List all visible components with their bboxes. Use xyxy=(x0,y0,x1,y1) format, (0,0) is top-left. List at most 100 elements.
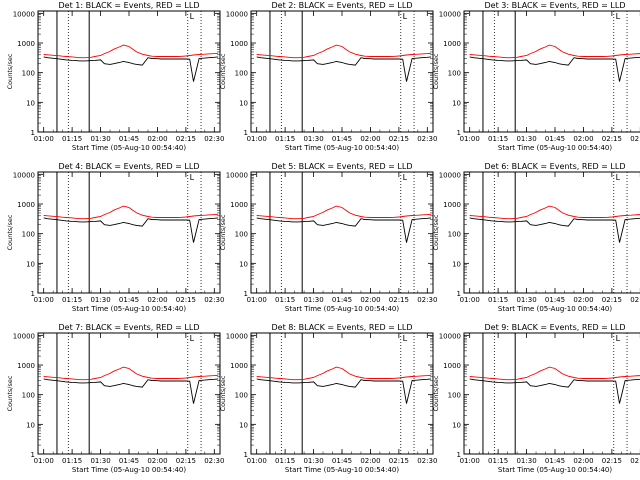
x-tick-label: 01:45 xyxy=(332,457,352,465)
y-tick-label: 1 xyxy=(31,129,35,137)
y-tick-label: 1000 xyxy=(443,362,461,370)
y-tick-label: 1 xyxy=(244,129,248,137)
x-tick-label: 02:00 xyxy=(147,296,167,304)
y-tick-label: 10000 xyxy=(226,332,248,340)
x-tick-label: 01:45 xyxy=(119,135,139,143)
lld-series-line xyxy=(43,205,219,220)
y-tick-label: 10 xyxy=(239,99,248,107)
detector-panel: Det 9: BLACK = Events, RED = LLD 1 10 100 10… xyxy=(432,323,640,474)
legend-label: L xyxy=(190,12,195,21)
panel-title: Det 1: BLACK = Events, RED = LLD xyxy=(59,1,200,10)
x-tick-label: 01:15 xyxy=(488,296,508,304)
panel-title: Det 4: BLACK = Events, RED = LLD xyxy=(59,162,200,171)
x-tick-label: 01:30 xyxy=(90,457,110,465)
y-tick-label: 10 xyxy=(26,99,35,107)
events-series-line xyxy=(469,378,640,404)
x-tick-label: 02:00 xyxy=(573,457,593,465)
x-tick-label: 01:45 xyxy=(332,296,352,304)
x-tick-label: 01:00 xyxy=(247,135,267,143)
x-tick-label: 02:00 xyxy=(573,135,593,143)
panel-title: Det 5: BLACK = Events, RED = LLD xyxy=(272,162,413,171)
y-tick-label: 100 xyxy=(235,231,248,239)
y-tick-label: 1 xyxy=(457,451,461,459)
y-tick-label: 10 xyxy=(452,421,461,429)
panel-title: Det 2: BLACK = Events, RED = LLD xyxy=(272,1,413,10)
lld-series-line xyxy=(256,44,432,59)
y-axis-title: Counts/sec xyxy=(219,214,227,250)
events-series-line xyxy=(256,217,432,243)
y-tick-label: 1000 xyxy=(17,201,35,209)
y-tick-label: 1 xyxy=(244,451,248,459)
y-tick-label: 1 xyxy=(457,290,461,298)
x-tick-label: 02:15 xyxy=(602,457,622,465)
x-tick-label: 01:30 xyxy=(303,296,323,304)
x-tick-label: 01:00 xyxy=(34,457,54,465)
x-tick-label: 01:30 xyxy=(516,296,536,304)
x-tick-label: 01:30 xyxy=(90,135,110,143)
x-tick-label: 01:30 xyxy=(303,135,323,143)
x-tick-label: 02:15 xyxy=(389,457,409,465)
detector-panel: Det 2: BLACK = Events, RED = LLD 1 10 100 10… xyxy=(219,1,437,152)
events-series-line xyxy=(256,56,432,82)
y-tick-label: 10 xyxy=(452,99,461,107)
y-tick-label: 100 xyxy=(235,392,248,400)
x-tick-label: 02:30 xyxy=(630,457,640,465)
events-series-line xyxy=(256,378,432,404)
x-tick-label: 01:30 xyxy=(90,296,110,304)
detector-panel: Det 3: BLACK = Events, RED = LLD 1 10 100 10… xyxy=(432,1,640,152)
y-axis-title: Counts/sec xyxy=(6,214,14,250)
y-tick-label: 1000 xyxy=(230,40,248,48)
x-tick-label: 01:30 xyxy=(516,135,536,143)
y-tick-label: 1000 xyxy=(443,201,461,209)
x-axis-title: Start Time (05-Aug-10 00:54:40) xyxy=(285,144,399,152)
y-tick-label: 10 xyxy=(239,421,248,429)
x-tick-label: 02:15 xyxy=(602,296,622,304)
y-tick-label: 100 xyxy=(448,70,461,78)
y-tick-label: 1000 xyxy=(230,201,248,209)
y-axis-title: Counts/sec xyxy=(432,214,440,250)
x-tick-label: 02:15 xyxy=(389,135,409,143)
y-tick-label: 1 xyxy=(31,451,35,459)
y-tick-label: 10 xyxy=(452,260,461,268)
x-tick-label: 01:00 xyxy=(460,135,480,143)
x-tick-label: 02:30 xyxy=(204,457,224,465)
legend-label: L xyxy=(403,12,408,21)
detector-panel: Det 6: BLACK = Events, RED = LLD 1 10 100 10… xyxy=(432,162,640,313)
x-tick-label: 01:15 xyxy=(275,135,295,143)
y-tick-label: 1000 xyxy=(17,362,35,370)
x-tick-label: 01:15 xyxy=(62,296,82,304)
x-axis-title: Start Time (05-Aug-10 00:54:40) xyxy=(498,144,612,152)
x-tick-label: 01:15 xyxy=(488,135,508,143)
x-tick-label: 02:00 xyxy=(573,296,593,304)
lld-series-line xyxy=(43,366,219,381)
y-tick-label: 100 xyxy=(22,70,35,78)
y-axis-title: Counts/sec xyxy=(219,53,227,89)
events-series-line xyxy=(469,56,640,82)
x-tick-label: 01:45 xyxy=(119,457,139,465)
y-tick-label: 100 xyxy=(448,231,461,239)
legend-label: L xyxy=(616,173,621,182)
lld-series-line xyxy=(469,366,640,381)
panel-title: Det 7: BLACK = Events, RED = LLD xyxy=(59,323,200,332)
x-tick-label: 02:00 xyxy=(147,135,167,143)
y-tick-label: 10000 xyxy=(439,10,461,18)
y-tick-label: 10000 xyxy=(226,10,248,18)
x-tick-label: 01:15 xyxy=(62,135,82,143)
x-tick-label: 01:15 xyxy=(275,457,295,465)
x-tick-label: 02:15 xyxy=(389,296,409,304)
x-axis-title: Start Time (05-Aug-10 00:54:40) xyxy=(72,305,186,313)
y-axis-title: Counts/sec xyxy=(432,375,440,411)
lld-series-line xyxy=(469,205,640,220)
events-series-line xyxy=(43,56,219,82)
y-tick-label: 10000 xyxy=(13,10,35,18)
legend-label: L xyxy=(616,334,621,343)
x-tick-label: 02:15 xyxy=(176,296,196,304)
y-axis-title: Counts/sec xyxy=(6,375,14,411)
y-tick-label: 10000 xyxy=(13,332,35,340)
panel-title: Det 8: BLACK = Events, RED = LLD xyxy=(272,323,413,332)
lld-series-line xyxy=(469,44,640,59)
legend-label: L xyxy=(190,334,195,343)
y-axis-title: Counts/sec xyxy=(6,53,14,89)
x-tick-label: 02:00 xyxy=(360,296,380,304)
x-axis-title: Start Time (05-Aug-10 00:54:40) xyxy=(72,466,186,474)
